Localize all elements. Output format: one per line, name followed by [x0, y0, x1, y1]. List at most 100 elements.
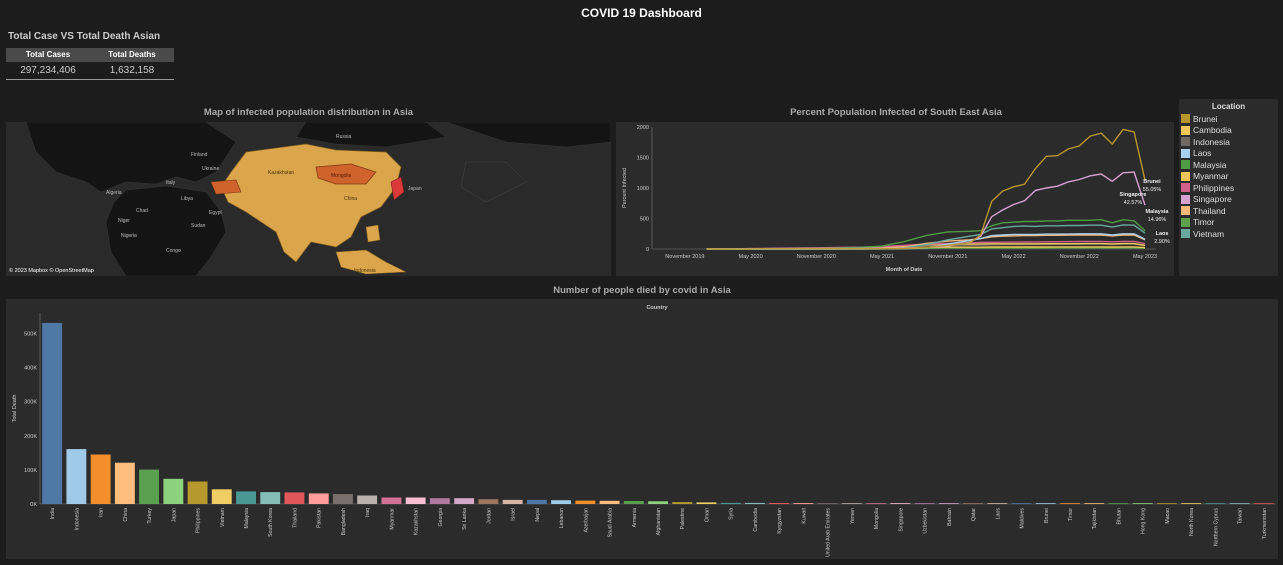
- location-legend[interactable]: Location Brunei Cambodia Indonesia Laos Mala…: [1179, 99, 1278, 276]
- bar-kuwait[interactable]: [793, 503, 814, 504]
- bar-bahrain[interactable]: [938, 503, 959, 504]
- bar-y-axis-label: Total Death: [12, 395, 18, 423]
- line-series-vietnam[interactable]: [706, 224, 1146, 250]
- line-x-tick-label: May 2023: [1133, 254, 1157, 260]
- bar-thailand[interactable]: [284, 492, 305, 504]
- bar-category-label: Timor: [1068, 508, 1074, 521]
- bar-bangladesh[interactable]: [333, 494, 353, 504]
- bar-jordan[interactable]: [478, 499, 499, 504]
- bar-category-label: Qatar: [971, 508, 977, 521]
- bar-myanmar[interactable]: [381, 497, 402, 505]
- bar-hong-kong[interactable]: [1132, 503, 1153, 504]
- bar-tajikistan[interactable]: [1084, 503, 1105, 504]
- bar-qatar[interactable]: [963, 503, 983, 504]
- bar-timor[interactable]: [1060, 503, 1080, 504]
- bar-chart-panel[interactable]: Country Total Death 0K 100K 200K 300K 400K 500K…: [6, 299, 1278, 559]
- bar-syria[interactable]: [720, 502, 741, 504]
- bar-yemen[interactable]: [841, 503, 862, 504]
- bar-vietnam[interactable]: [211, 489, 232, 504]
- map-panel[interactable]: Finland Ukraine Italy Egypt Chad Libya A…: [6, 121, 612, 277]
- legend-label: Thailand: [1193, 205, 1226, 216]
- legend-item-cambodia[interactable]: Cambodia: [1179, 125, 1278, 137]
- bar-south-korea[interactable]: [260, 492, 281, 504]
- bar-category-label: Oman: [704, 508, 710, 522]
- kpi-header-row: Total Cases Total Deaths: [6, 48, 174, 62]
- map-label-finland: Finland: [191, 152, 208, 158]
- line-chart-svg[interactable]: 0 500 1000 1500 2000 November 2019 May 2020 Nov…: [616, 122, 1174, 276]
- legend-swatch: [1181, 183, 1190, 193]
- bar-sri-lanka[interactable]: [454, 498, 475, 504]
- bar-china[interactable]: [114, 462, 135, 504]
- bar-azerbaijan[interactable]: [575, 500, 596, 504]
- map-label-ukraine: Ukraine: [202, 166, 219, 172]
- bar-y-tick-label: 300K: [24, 400, 37, 406]
- bar-category-label: Bahrain: [947, 508, 953, 526]
- legend-item-indonesia[interactable]: Indonesia: [1179, 136, 1278, 148]
- map-philippines: [365, 224, 381, 243]
- bar-oman[interactable]: [696, 502, 717, 504]
- line-chart-panel[interactable]: 0 500 1000 1500 2000 November 2019 May 2020 Nov…: [616, 122, 1174, 276]
- bar-indonesia[interactable]: [66, 449, 87, 504]
- legend-item-vietnam[interactable]: Vietnam: [1179, 228, 1278, 240]
- bar-brunei[interactable]: [1035, 503, 1056, 504]
- legend-item-singapore[interactable]: Singapore: [1179, 194, 1278, 206]
- bar-united-arab-emirates[interactable]: [817, 503, 838, 504]
- bar-saudi-arabia[interactable]: [599, 500, 620, 504]
- bar-category-label: Israel: [511, 508, 517, 521]
- bar-kyrgyzstan[interactable]: [769, 503, 790, 504]
- bar-japan[interactable]: [163, 478, 184, 504]
- bar-georgia[interactable]: [429, 498, 450, 504]
- bar-maldives[interactable]: [1011, 503, 1032, 504]
- bar-macao[interactable]: [1157, 503, 1177, 504]
- bar-category-label: Iraq: [365, 508, 371, 517]
- bar-category-label: Syria: [729, 508, 735, 520]
- bar-chart-svg[interactable]: Country Total Death 0K 100K 200K 300K 400K 500K…: [6, 299, 1278, 559]
- bar-afghanistan[interactable]: [648, 501, 668, 504]
- legend-items[interactable]: Brunei Cambodia Indonesia Laos Malaysia Myanm…: [1179, 113, 1278, 240]
- bar-malaysia[interactable]: [236, 491, 256, 504]
- legend-item-laos[interactable]: Laos: [1179, 148, 1278, 160]
- bar-category-label: Jordan: [486, 508, 492, 524]
- map-africa: [105, 185, 227, 277]
- legend-item-myanmar[interactable]: Myanmar: [1179, 171, 1278, 183]
- legend-item-malaysia[interactable]: Malaysia: [1179, 159, 1278, 171]
- bar-nepal[interactable]: [526, 499, 547, 504]
- bar-north-korea[interactable]: [1181, 503, 1202, 504]
- legend-item-brunei[interactable]: Brunei: [1179, 113, 1278, 125]
- bar-mongolia[interactable]: [866, 503, 887, 504]
- bar-kazakhstan[interactable]: [405, 497, 426, 505]
- bar-category-label: South Korea: [268, 508, 274, 537]
- bar-singapore[interactable]: [890, 503, 911, 504]
- bar-philippines[interactable]: [187, 481, 208, 505]
- bar-pakistan[interactable]: [308, 493, 329, 504]
- line-x-tick-label: May 2020: [739, 254, 763, 260]
- bar-lebanon[interactable]: [551, 500, 571, 504]
- bar-taiwan[interactable]: [1229, 503, 1250, 504]
- bar-turkmenistan[interactable]: [1253, 503, 1274, 504]
- map-mongolia: [315, 163, 377, 185]
- line-series-brunei[interactable]: [706, 128, 1146, 250]
- legend-item-thailand[interactable]: Thailand: [1179, 205, 1278, 217]
- bar-armenia[interactable]: [623, 501, 644, 504]
- bar-category-label: Turkey: [147, 508, 153, 524]
- bar-cambodia[interactable]: [745, 502, 765, 504]
- bar-india[interactable]: [42, 322, 63, 504]
- legend-item-philippines[interactable]: Philippines: [1179, 182, 1278, 194]
- kpi-table: Total Cases Total Deaths 297,234,406 1,6…: [6, 48, 174, 80]
- bar-turkey[interactable]: [139, 469, 159, 504]
- bar-israel[interactable]: [502, 499, 523, 504]
- map-svg[interactable]: Finland Ukraine Italy Egypt Chad Libya A…: [6, 121, 612, 277]
- bar-palestine[interactable]: [672, 502, 693, 504]
- line-series-singapore[interactable]: [706, 171, 1146, 250]
- bar-iraq[interactable]: [357, 495, 378, 505]
- bar-bhutan[interactable]: [1108, 503, 1129, 504]
- bar-category-label: Indonesia: [74, 508, 80, 531]
- bar-iran[interactable]: [90, 454, 111, 505]
- legend-item-timor[interactable]: Timor: [1179, 217, 1278, 229]
- bar-category-label: Myanmar: [389, 508, 395, 530]
- line-y-tick-label: 1500: [637, 156, 649, 162]
- bar-northern-cyprus[interactable]: [1205, 503, 1226, 504]
- bar-category-label: Philippines: [196, 508, 202, 533]
- bar-uzbekistan[interactable]: [914, 503, 935, 504]
- bar-laos[interactable]: [987, 503, 1008, 504]
